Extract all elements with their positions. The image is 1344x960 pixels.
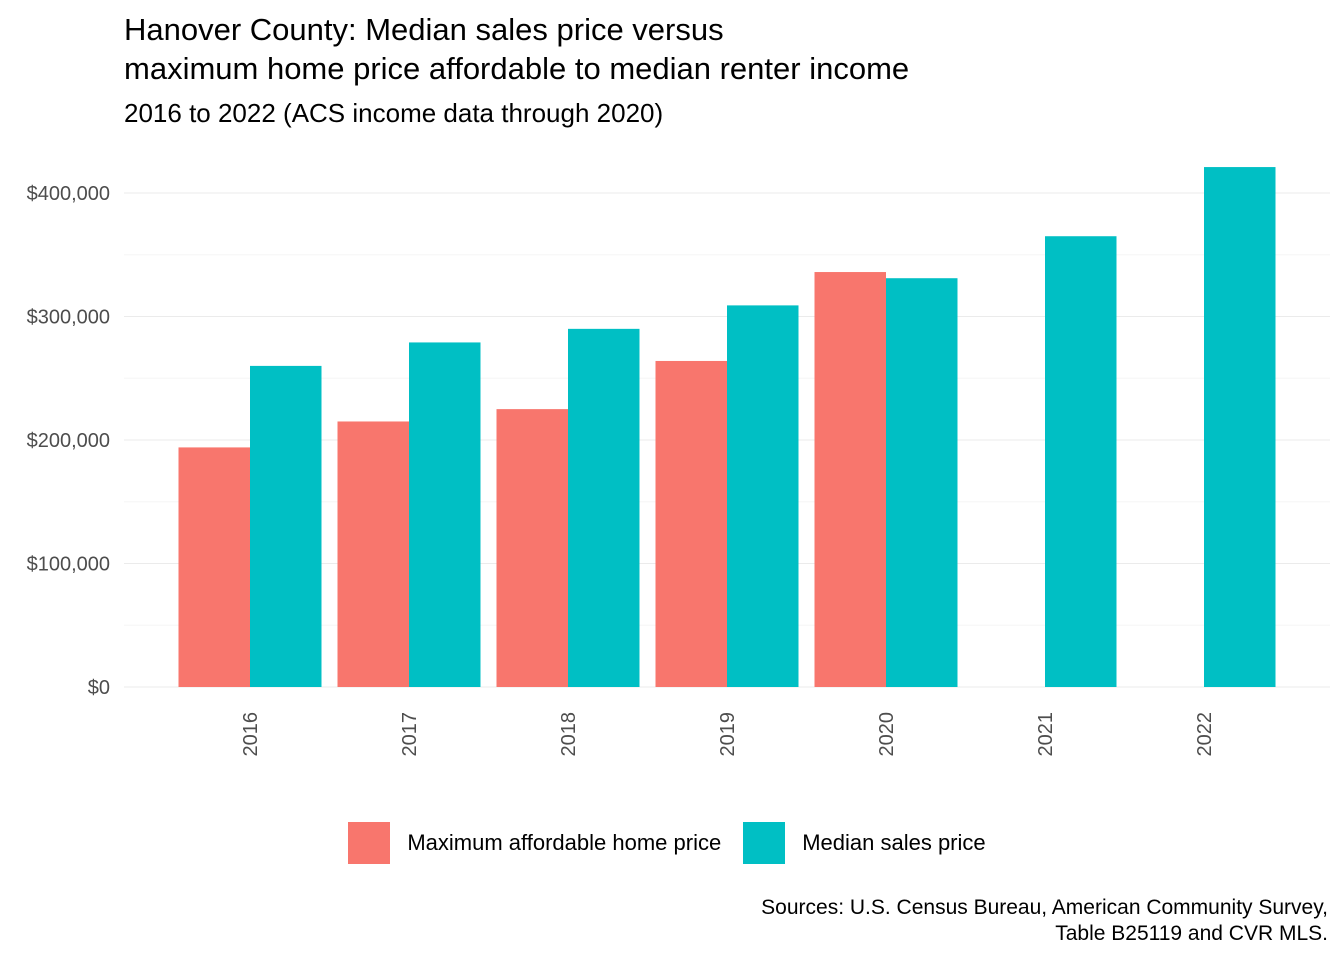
- x-axis-tick-labels: 2016 2017 2018 2019 2020 2021 2022: [240, 712, 1216, 757]
- x-tick-label-2021: 2021: [1035, 712, 1057, 757]
- y-tick-label: $300,000: [27, 307, 110, 329]
- bar-sales-2022: [1204, 167, 1276, 687]
- bar-sales-2019: [727, 305, 799, 687]
- y-tick-label: $100,000: [27, 554, 110, 576]
- legend-item-affordable: Maximum affordable home price: [348, 822, 731, 864]
- caption-line-2: Table B25119 and CVR MLS.: [1055, 922, 1328, 945]
- legend-label-sales: Median sales price: [802, 830, 986, 855]
- x-tick-label-2016: 2016: [240, 712, 262, 757]
- bar-sales-2018: [568, 328, 640, 687]
- x-tick-label-2020: 2020: [876, 712, 898, 757]
- bar-sales-2017: [409, 342, 481, 687]
- x-tick-label-2022: 2022: [1194, 712, 1216, 757]
- x-tick-label-2017: 2017: [399, 712, 421, 757]
- caption-line-1: Sources: U.S. Census Bureau, American Co…: [761, 896, 1328, 919]
- legend: Maximum affordable home price Median sal…: [0, 822, 1344, 864]
- chart-title-line-2: maximum home price affordable to median …: [124, 51, 910, 86]
- y-tick-label: $400,000: [27, 183, 110, 205]
- bar-sales-2020: [886, 278, 958, 687]
- bar-affordable-2017: [337, 421, 409, 687]
- bars: [178, 167, 1276, 687]
- y-tick-label: $0: [88, 677, 110, 699]
- bar-affordable-2020: [814, 272, 886, 687]
- bar-sales-2016: [250, 365, 322, 687]
- chart-subtitle: 2016 to 2022 (ACS income data through 20…: [124, 98, 664, 128]
- bar-affordable-2016: [178, 447, 250, 687]
- legend-label-affordable: Maximum affordable home price: [407, 830, 722, 855]
- bar-affordable-2018: [496, 409, 568, 687]
- bar-affordable-2019: [655, 360, 727, 687]
- y-tick-label: $200,000: [27, 430, 110, 452]
- x-tick-label-2019: 2019: [717, 712, 739, 757]
- legend-swatch-affordable: [348, 822, 391, 864]
- legend-swatch-sales: [743, 822, 786, 864]
- source-caption: Sources: U.S. Census Bureau, American Co…: [761, 895, 1328, 947]
- chart-title-line-1: Hanover County: Median sales price versu…: [124, 12, 724, 47]
- chart-title: Hanover County: Median sales price versu…: [124, 10, 909, 88]
- y-axis-tick-labels: $0 $100,000 $200,000 $300,000 $400,000: [27, 183, 110, 699]
- legend-item-sales: Median sales price: [743, 822, 995, 864]
- x-tick-label-2018: 2018: [558, 712, 580, 757]
- bar-sales-2021: [1045, 236, 1117, 687]
